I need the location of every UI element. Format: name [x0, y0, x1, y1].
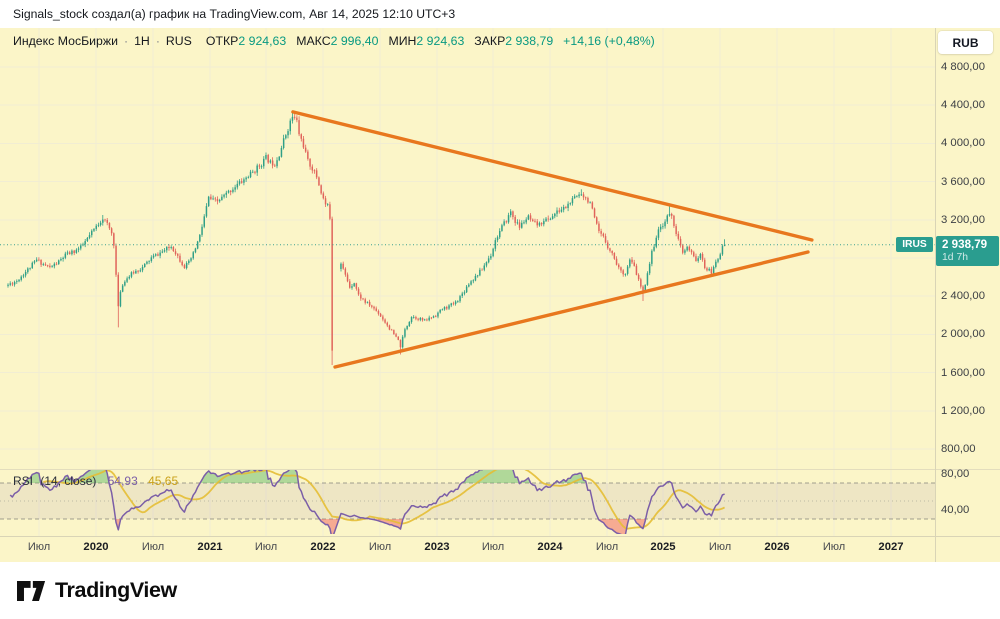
attribution-bar: Signals_stock создал(а) график на Tradin… [0, 0, 1000, 28]
footer: TradingView [0, 562, 1000, 619]
rsi-params: (14, close) [40, 474, 97, 488]
current-price-value: 2 938,79 [942, 237, 988, 251]
timeframe-label[interactable]: 1Н [134, 34, 150, 48]
attribution-text: Signals_stock создал(а) график на Tradin… [13, 7, 456, 21]
price-axis-label: 3 600,00 [941, 175, 985, 188]
price-change: +14,16 (+0,48%) [563, 34, 655, 48]
price-axis-label: 4 800,00 [941, 61, 985, 73]
time-axis-label: 2025 [650, 541, 676, 553]
ohlc-high: МАКС2 996,40 [296, 34, 379, 48]
price-axis-label: 4 400,00 [941, 99, 985, 112]
price-axis-label: 4 000,00 [941, 137, 985, 150]
tradingview-brand-text[interactable]: TradingView [55, 578, 177, 602]
symbol-legend: Индекс МосБиржи · 1Н · RUS ОТКР2 924,63 … [13, 34, 655, 48]
price-axis-label: 2 000,00 [941, 328, 985, 341]
tradingview-logo-icon[interactable] [17, 578, 46, 604]
time-axis-label: Июл [368, 541, 392, 553]
time-axis-label: 2020 [83, 541, 109, 553]
price-axis-label: 1 600,00 [941, 366, 985, 379]
time-axis[interactable]: Июл 2020 Июл 2021 Июл 2022 Июл 2023 Июл 2024 Июл 20… [0, 536, 935, 562]
time-axis-label: Июл [254, 541, 278, 553]
time-axis-label: 2027 [878, 541, 904, 553]
time-axis-label: Июл [481, 541, 505, 553]
rsi-title: RSI [13, 474, 34, 488]
time-axis-label: 2022 [310, 541, 336, 553]
time-axis-label: Июл [708, 541, 732, 553]
rsi-axis-label: 40,00 [941, 504, 970, 516]
time-axis-label: 2024 [537, 541, 563, 553]
legend-separator: · [155, 34, 160, 48]
time-axis-label: 2021 [197, 541, 223, 553]
exchange-label: RUS [165, 34, 192, 48]
chart-canvas[interactable] [0, 28, 1000, 562]
price-axis-label: 3 200,00 [941, 213, 985, 226]
ohlc-low: МИН2 924,63 [388, 34, 465, 48]
chart-area: Индекс МосБиржи · 1Н · RUS ОТКР2 924,63 … [0, 28, 1000, 562]
ticker-price-flag[interactable]: IRUS [896, 237, 933, 253]
price-axis-label: 1 200,00 [941, 404, 985, 417]
time-axis-label: Июл [595, 541, 619, 553]
time-axis-label: Июл [27, 541, 51, 553]
symbol-title[interactable]: Индекс МосБиржи [13, 34, 118, 48]
ohlc-open: ОТКР2 924,63 [205, 34, 287, 48]
ohlc-close: ЗАКР2 938,79 [474, 34, 554, 48]
time-axis-label: 2026 [764, 541, 790, 553]
currency-toggle-button[interactable]: RUB [938, 31, 993, 54]
time-axis-label: Июл [141, 541, 165, 553]
price-axis[interactable]: 4 800,00 4 400,00 4 000,00 3 600,00 3 200,00… [941, 28, 999, 536]
time-axis-label: Июл [822, 541, 846, 553]
rsi-indicator-legend[interactable]: RSI (14, close) 54,93 45,65 [13, 474, 178, 488]
current-price-label: 2 938,79 1d 7h [936, 235, 999, 266]
rsi-current-value: 54,93 [107, 474, 138, 488]
price-axis-label: 2 400,00 [941, 290, 985, 303]
time-axis-label: 2023 [424, 541, 450, 553]
rsi-ma-value: 45,65 [148, 474, 179, 488]
bar-countdown: 1d 7h [942, 251, 969, 263]
price-axis-label: 800,00 [941, 443, 976, 455]
rsi-axis-label: 80,00 [941, 468, 970, 480]
legend-separator: · [123, 34, 129, 48]
